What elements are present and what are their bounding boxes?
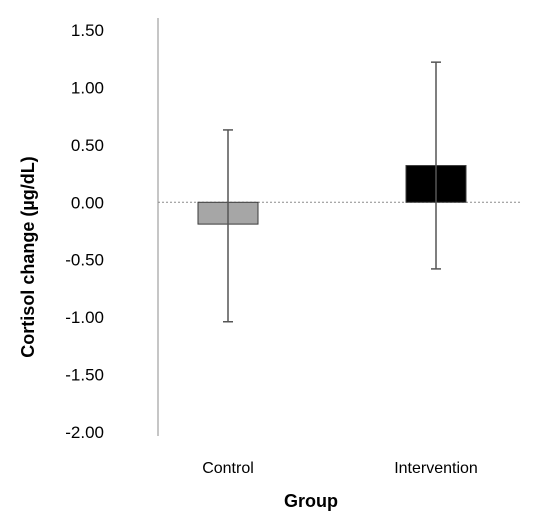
category-label-control: Control bbox=[202, 460, 254, 477]
bars-group bbox=[197, 165, 467, 225]
y-tick-label: -1.00 bbox=[65, 308, 104, 327]
y-tick-label: -2.00 bbox=[65, 423, 104, 442]
y-tick-label: 1.00 bbox=[71, 78, 104, 97]
error-bar-control bbox=[223, 129, 233, 323]
x-axis-title: Group bbox=[284, 491, 338, 511]
y-tick-label: -0.50 bbox=[65, 251, 104, 270]
y-tick-label: 0.50 bbox=[71, 136, 104, 155]
category-label-intervention: Intervention bbox=[394, 460, 478, 477]
y-tick-labels: 1.50 1.00 0.50 0.00 -0.50 -1.00 -1.50 -2.00 bbox=[65, 21, 104, 442]
y-tick-label: 0.00 bbox=[71, 193, 104, 212]
category-labels: Control Intervention bbox=[202, 460, 478, 477]
y-tick-label: 1.50 bbox=[71, 21, 104, 40]
y-axis-title: Cortisol change (µg/dL) bbox=[18, 156, 38, 357]
error-bar-intervention bbox=[431, 61, 441, 270]
y-tick-label: -1.50 bbox=[65, 366, 104, 385]
error-bars-group bbox=[223, 61, 441, 323]
